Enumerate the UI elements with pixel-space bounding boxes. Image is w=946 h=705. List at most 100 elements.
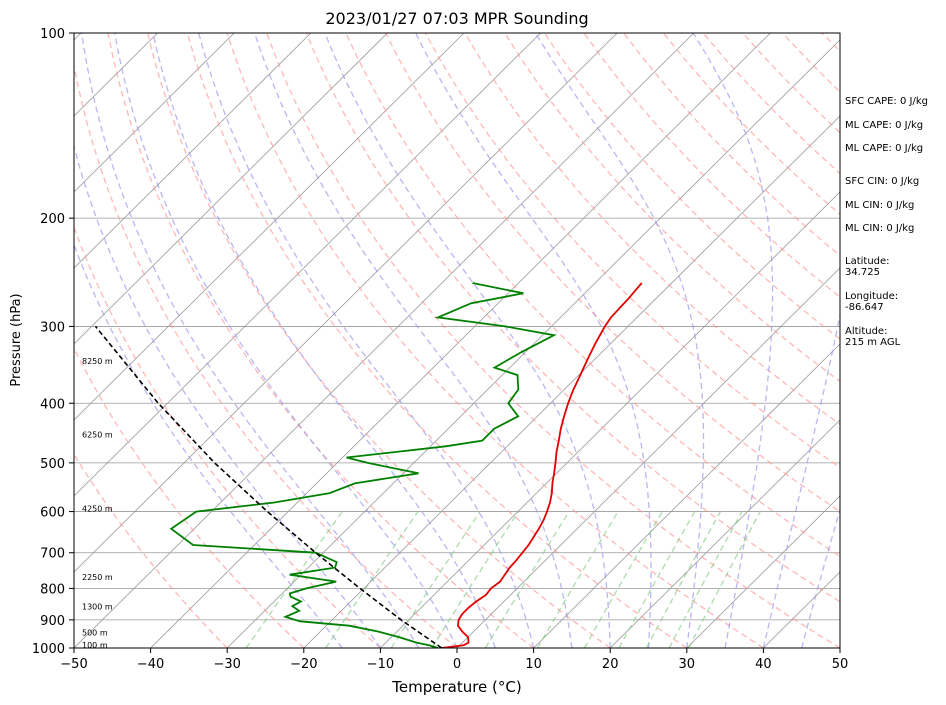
x-tick-label: 10	[525, 657, 542, 672]
mixing-ratio-line	[484, 511, 570, 648]
height-label: 2250 m	[82, 573, 113, 582]
moist-adiabat-line	[762, 311, 840, 648]
mixing-ratio-line	[668, 511, 743, 648]
mixing-ratio-lines	[245, 511, 761, 648]
isotherm-lines	[0, 33, 840, 648]
y-tick-label: 300	[40, 320, 65, 335]
moist-adiabat-line	[114, 33, 458, 648]
moist-adiabat-line	[324, 33, 611, 648]
height-label: 6250 m	[82, 431, 113, 440]
isotherm-line	[456, 267, 840, 648]
annotation-text: Longitude: -86.647	[845, 291, 898, 313]
x-tick-label: −20	[290, 657, 317, 672]
isotherm-line	[686, 495, 840, 648]
height-label: 500 m	[82, 629, 108, 638]
x-tick-label: −30	[213, 657, 240, 672]
moist-adiabat-line	[692, 33, 774, 648]
isobar-lines	[74, 217, 840, 621]
dry-adiabat-line	[464, 33, 840, 425]
y-tick-label: 500	[40, 457, 65, 472]
mixing-ratio-line	[431, 511, 519, 648]
isotherm-line	[74, 33, 235, 193]
x-tick-label: 0	[453, 657, 461, 672]
x-tick-label: 40	[755, 657, 772, 672]
moist-adiabat-lines	[74, 33, 840, 648]
moist-adiabat-line	[198, 33, 535, 648]
temperature-profile-line	[441, 282, 643, 648]
y-tick-label: 100	[40, 27, 65, 42]
height-label: 4250 m	[82, 505, 113, 514]
mixing-ratio-line	[325, 511, 419, 648]
annotation-text: ML CIN: 0 J/kg	[845, 200, 914, 211]
x-axis-ticks: −50 −40 −30 −20 −10 0 10 20 30 40 50	[60, 648, 848, 672]
y-tick-label: 1000	[32, 642, 65, 657]
dry-adiabat-line	[424, 33, 840, 469]
dry-adiabat-line	[385, 33, 840, 513]
height-label: 8250 m	[82, 357, 113, 366]
dry-adiabat-lines	[74, 33, 946, 648]
moist-adiabat-line	[415, 33, 652, 648]
y-tick-label: 700	[40, 547, 65, 562]
isotherm-line	[303, 115, 840, 648]
dry-adiabat-line	[74, 62, 458, 648]
mixing-ratio-line	[645, 511, 722, 648]
isotherm-line	[74, 33, 618, 573]
isotherm-line	[74, 33, 465, 421]
sounding-annotations: SFC CAPE: 0 J/kg ML CAPE: 0 J/kg ML CAPE: …	[845, 96, 928, 348]
isotherm-line	[0, 33, 4, 648]
dry-adiabat-line	[345, 33, 840, 558]
chart-title: 2023/01/27 07:03 MPR Sounding	[325, 9, 588, 28]
isotherm-line	[150, 33, 771, 648]
x-tick-label: −50	[60, 657, 87, 672]
y-tick-label: 600	[40, 506, 65, 521]
y-tick-label: 400	[40, 397, 65, 412]
height-label: 100 m	[82, 641, 108, 650]
y-tick-label: 800	[40, 582, 65, 597]
isotherm-line	[74, 33, 312, 269]
mixing-ratio-line	[583, 511, 663, 648]
dry-adiabat-line	[146, 33, 611, 648]
moist-adiabat-line	[534, 33, 705, 648]
plot-area: 100 m 500 m 1300 m 2250 m 4250 m 6250 m 8250 m	[0, 33, 946, 650]
annotation-text: ML CAPE: 0 J/kg	[845, 120, 923, 131]
moist-adiabat-line	[152, 33, 496, 648]
y-axis-ticks: 1000 900 800 700 600 500 400 300 200 100	[32, 27, 74, 657]
mixing-ratio-line	[390, 511, 481, 648]
y-tick-label: 200	[40, 212, 65, 227]
moist-adiabat-line	[81, 33, 420, 648]
x-tick-label: 20	[602, 657, 619, 672]
isotherm-line	[380, 191, 840, 648]
parcel-profile-line	[94, 325, 443, 648]
isotherm-line	[74, 33, 388, 345]
isotherm-line	[609, 419, 840, 648]
x-tick-label: −40	[137, 657, 164, 672]
moist-adiabat-line	[801, 507, 840, 648]
dry-adiabat-line	[186, 33, 688, 648]
height-labels: 100 m 500 m 1300 m 2250 m 4250 m 6250 m 8250 m	[82, 357, 113, 650]
moist-adiabat-line	[253, 33, 573, 648]
isotherm-line	[533, 343, 840, 648]
plot-frame	[73, 32, 841, 649]
x-axis-label: Temperature (°C)	[391, 678, 521, 696]
mixing-ratio-line	[536, 511, 619, 648]
isotherm-line	[74, 33, 541, 497]
y-tick-label: 900	[40, 614, 65, 629]
dewpoint-profile-line	[169, 282, 557, 648]
annotation-text: SFC CIN: 0 J/kg	[845, 176, 919, 187]
height-label: 1300 m	[82, 602, 113, 611]
isotherm-line	[74, 33, 695, 648]
isotherm-line	[226, 39, 840, 648]
mixing-ratio-line	[618, 511, 696, 648]
dry-adiabat-line	[941, 33, 946, 648]
dry-adiabat-line	[74, 225, 381, 648]
dry-adiabat-line	[74, 346, 305, 648]
mixing-ratio-line	[245, 511, 343, 648]
sounding-series	[94, 282, 643, 648]
dry-adiabat-line	[265, 33, 840, 648]
x-tick-label: 50	[832, 657, 849, 672]
annotation-text: SFC CAPE: 0 J/kg	[845, 96, 928, 107]
x-tick-label: 30	[679, 657, 696, 672]
moist-adiabat-line	[74, 243, 343, 648]
mixing-ratio-line	[688, 511, 761, 648]
